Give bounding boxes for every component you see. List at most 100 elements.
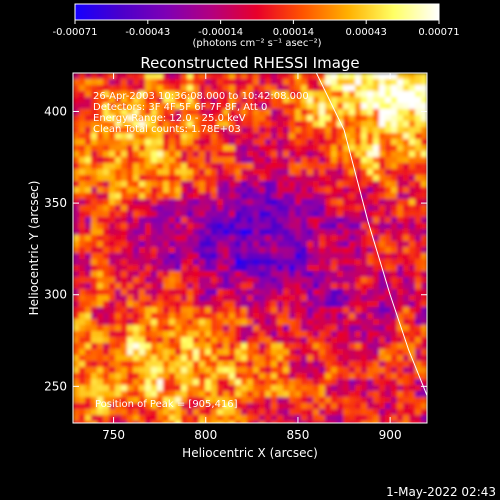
heatmap-cell [421, 181, 427, 188]
heatmap-cell [331, 307, 338, 314]
heatmap-cell [169, 91, 176, 98]
heatmap-cell [385, 319, 392, 326]
heatmap-cell [91, 175, 98, 182]
heatmap-cell [307, 253, 314, 260]
heatmap-cell [319, 271, 326, 278]
heatmap-cell [283, 151, 290, 158]
heatmap-cell [79, 139, 86, 146]
heatmap-cell [259, 175, 266, 182]
heatmap-cell [337, 235, 344, 242]
heatmap-cell [91, 229, 98, 236]
heatmap-cell [205, 175, 212, 182]
heatmap-cell [289, 319, 296, 326]
heatmap-cell [289, 325, 296, 332]
heatmap-cell [121, 157, 128, 164]
heatmap-cell [259, 121, 266, 128]
heatmap-cell [235, 283, 242, 290]
heatmap-cell [175, 187, 182, 194]
heatmap-cell [307, 295, 314, 302]
heatmap-cell [79, 367, 86, 374]
heatmap-cell [409, 403, 416, 410]
heatmap-cell [361, 217, 368, 224]
heatmap-cell [421, 199, 427, 206]
heatmap-cell [409, 229, 416, 236]
heatmap-cell [139, 139, 146, 146]
heatmap-cell [247, 307, 254, 314]
heatmap-cell [205, 379, 212, 386]
heatmap-cell [331, 79, 338, 86]
heatmap-cell [211, 409, 218, 416]
heatmap-cell [163, 271, 170, 278]
heatmap-cell [91, 283, 98, 290]
heatmap-cell [397, 217, 404, 224]
heatmap-cell [289, 373, 296, 380]
heatmap-cell [283, 301, 290, 308]
heatmap-cell [85, 211, 92, 218]
heatmap-cell [325, 235, 332, 242]
heatmap-cell [235, 163, 242, 170]
heatmap-cell [121, 139, 128, 146]
heatmap-cell [115, 283, 122, 290]
heatmap-cell [121, 265, 128, 272]
heatmap-cell [373, 421, 380, 423]
heatmap-cell [301, 331, 308, 338]
heatmap-cell [241, 193, 248, 200]
heatmap-cell [415, 325, 422, 332]
heatmap-cell [241, 283, 248, 290]
heatmap-cell [109, 235, 116, 242]
heatmap-cell [313, 205, 320, 212]
heatmap-cell [337, 271, 344, 278]
heatmap-cell [301, 199, 308, 206]
heatmap-cell [211, 79, 218, 86]
heatmap-cell [175, 91, 182, 98]
heatmap-cell [187, 319, 194, 326]
heatmap-cell [361, 79, 368, 86]
heatmap-cell [211, 247, 218, 254]
heatmap-cell [313, 127, 320, 134]
heatmap-cell [121, 301, 128, 308]
heatmap-cell [103, 385, 110, 392]
heatmap-cell [355, 223, 362, 230]
heatmap-cell [283, 373, 290, 380]
heatmap-cell [337, 295, 344, 302]
heatmap-cell [85, 121, 92, 128]
heatmap-cell [157, 325, 164, 332]
heatmap-cell [97, 349, 104, 356]
heatmap-cell [85, 391, 92, 398]
heatmap-cell [265, 235, 272, 242]
heatmap-cell [145, 325, 152, 332]
heatmap-cell [103, 181, 110, 188]
heatmap-cell [163, 391, 170, 398]
heatmap-cell [307, 169, 314, 176]
heatmap-cell [115, 295, 122, 302]
heatmap-cell [115, 289, 122, 296]
heatmap-cell [265, 409, 272, 416]
heatmap-cell [307, 415, 314, 422]
heatmap-cell [415, 79, 422, 86]
heatmap-cell [73, 229, 80, 236]
heatmap-cell [277, 97, 284, 104]
heatmap-cell [193, 73, 200, 80]
heatmap-cell [199, 265, 206, 272]
heatmap-cell [295, 163, 302, 170]
heatmap-cell [115, 145, 122, 152]
heatmap-cell [313, 307, 320, 314]
heatmap-cell [169, 127, 176, 134]
heatmap-cell [283, 145, 290, 152]
heatmap-cell [361, 325, 368, 332]
heatmap-cell [85, 175, 92, 182]
heatmap-cell [367, 187, 374, 194]
heatmap-cell [409, 97, 416, 104]
heatmap-cell [259, 205, 266, 212]
heatmap-cell [283, 157, 290, 164]
heatmap-cell [175, 361, 182, 368]
heatmap-cell [379, 283, 386, 290]
heatmap-cell [391, 415, 398, 422]
heatmap-cell [181, 223, 188, 230]
heatmap-cell [409, 253, 416, 260]
heatmap-cell [115, 97, 122, 104]
heatmap-cell [103, 121, 110, 128]
heatmap-cell [301, 97, 308, 104]
heatmap-cell [97, 259, 104, 266]
